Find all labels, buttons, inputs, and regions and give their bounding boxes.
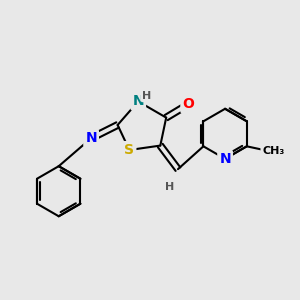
Text: N: N (132, 94, 144, 108)
Text: H: H (164, 182, 174, 192)
Text: H: H (142, 91, 152, 100)
Text: N: N (219, 152, 231, 166)
Text: N: N (85, 131, 97, 145)
Text: O: O (182, 98, 194, 111)
Text: S: S (124, 143, 134, 157)
Text: CH₃: CH₃ (262, 146, 284, 156)
